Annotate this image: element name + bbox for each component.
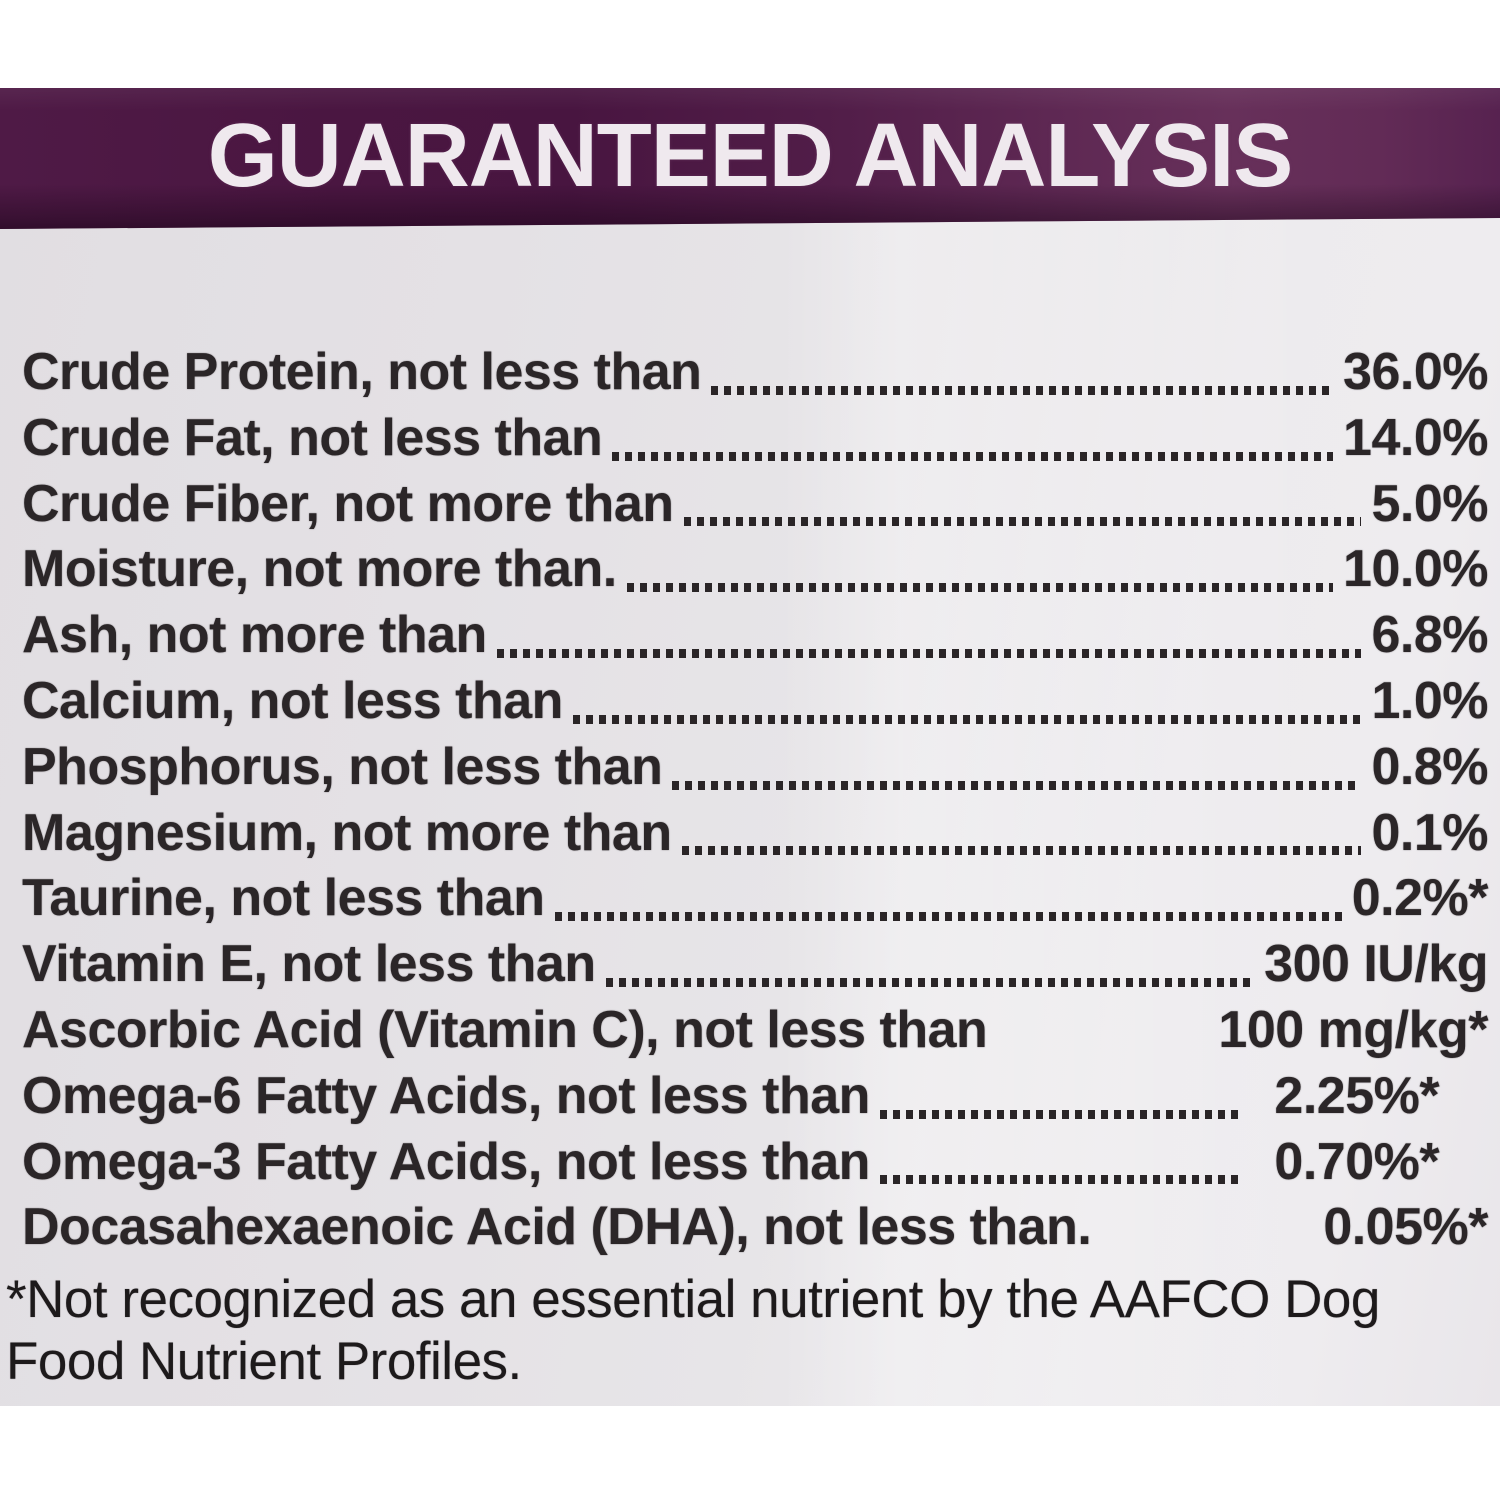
row-value: 14.0% bbox=[1343, 408, 1488, 467]
row-label: Omega-3 Fatty Acids, not less than bbox=[22, 1132, 870, 1191]
page-title: GUARANTEED ANALYSIS bbox=[207, 106, 1293, 206]
row-label: Omega-6 Fatty Acids, not less than bbox=[22, 1066, 870, 1125]
leader-dots bbox=[554, 912, 1342, 922]
row-value: 5.0% bbox=[1371, 474, 1488, 533]
analysis-row: Crude Protein, not less than 36.0% bbox=[22, 342, 1488, 408]
row-label: Moisture, not more than. bbox=[22, 540, 617, 599]
analysis-row: Ascorbic Acid (Vitamin C), not less than… bbox=[22, 1000, 1488, 1066]
row-label: Crude Fiber, not more than bbox=[22, 474, 674, 533]
row-label: Ash, not more than bbox=[22, 606, 487, 665]
row-label: Crude Fat, not less than bbox=[22, 408, 603, 467]
analysis-row: Omega-3 Fatty Acids, not less than 0.70%… bbox=[22, 1132, 1488, 1198]
footnote: *Not recognized as an essential nutrient… bbox=[6, 1270, 1380, 1392]
analysis-row: Calcium, not less than 1.0% bbox=[22, 671, 1488, 737]
analysis-row: Phosphorus, not less than 0.8% bbox=[22, 737, 1488, 803]
guaranteed-analysis-panel: GUARANTEED ANALYSIS Crude Protein, not l… bbox=[0, 88, 1500, 1406]
analysis-row: Taurine, not less than 0.2%* bbox=[22, 868, 1489, 934]
analysis-row: Omega-6 Fatty Acids, not less than 2.25%… bbox=[22, 1066, 1488, 1132]
analysis-row: Crude Fat, not less than 14.0% bbox=[22, 408, 1488, 474]
row-value: 1.0% bbox=[1371, 671, 1488, 730]
row-label: Vitamin E, not less than bbox=[22, 935, 596, 994]
row-label: Crude Protein, not less than bbox=[22, 343, 702, 401]
row-value: 6.8% bbox=[1371, 606, 1488, 665]
row-value: 36.0% bbox=[1343, 343, 1488, 401]
analysis-row: Crude Fiber, not more than 5.0% bbox=[22, 474, 1488, 540]
leader-dots bbox=[612, 451, 1334, 461]
leader-dots bbox=[626, 583, 1334, 593]
analysis-row: Magnesium, not more than 0.1% bbox=[22, 803, 1488, 869]
leader-dots bbox=[711, 385, 1334, 395]
leader-dots bbox=[879, 1175, 1239, 1185]
row-value: 0.70%* bbox=[1274, 1132, 1440, 1191]
analysis-table: Crude Protein, not less than 36.0% Crude… bbox=[0, 229, 1500, 1263]
row-value: 300 IU/kg bbox=[1264, 935, 1488, 994]
row-label: Magnesium, not more than bbox=[22, 803, 672, 862]
analysis-row: Vitamin E, not less than 300 IU/kg bbox=[22, 934, 1488, 1000]
leader-dots bbox=[681, 846, 1362, 856]
row-value: 2.25%* bbox=[1274, 1066, 1440, 1125]
row-label: Taurine, not less than bbox=[22, 869, 545, 928]
analysis-row: Moisture, not more than. 10.0% bbox=[22, 539, 1488, 605]
row-value: 0.05%* bbox=[1323, 1198, 1488, 1257]
row-label: Phosphorus, not less than bbox=[22, 737, 663, 796]
row-label: Calcium, not less than bbox=[22, 671, 563, 730]
row-value: 10.0% bbox=[1343, 540, 1488, 599]
analysis-row: Ash, not more than 6.8% bbox=[22, 605, 1488, 671]
title-banner: GUARANTEED ANALYSIS bbox=[0, 88, 1500, 229]
row-value: 0.1% bbox=[1371, 803, 1488, 862]
leader-dots bbox=[572, 714, 1362, 724]
analysis-row: Docasahexaenoic Acid (DHA), not less tha… bbox=[22, 1197, 1488, 1263]
leader-dots bbox=[683, 517, 1362, 527]
leader-dots bbox=[605, 977, 1255, 987]
leader-dots bbox=[496, 648, 1362, 658]
row-value: 0.2%* bbox=[1351, 869, 1489, 928]
leader-dots bbox=[672, 780, 1362, 790]
row-value: 0.8% bbox=[1371, 737, 1488, 796]
row-label: Ascorbic Acid (Vitamin C), not less than bbox=[22, 1000, 988, 1059]
row-value: 100 mg/kg* bbox=[1218, 1000, 1488, 1059]
row-label: Docasahexaenoic Acid (DHA), not less tha… bbox=[22, 1198, 1092, 1257]
leader-dots bbox=[879, 1109, 1239, 1119]
